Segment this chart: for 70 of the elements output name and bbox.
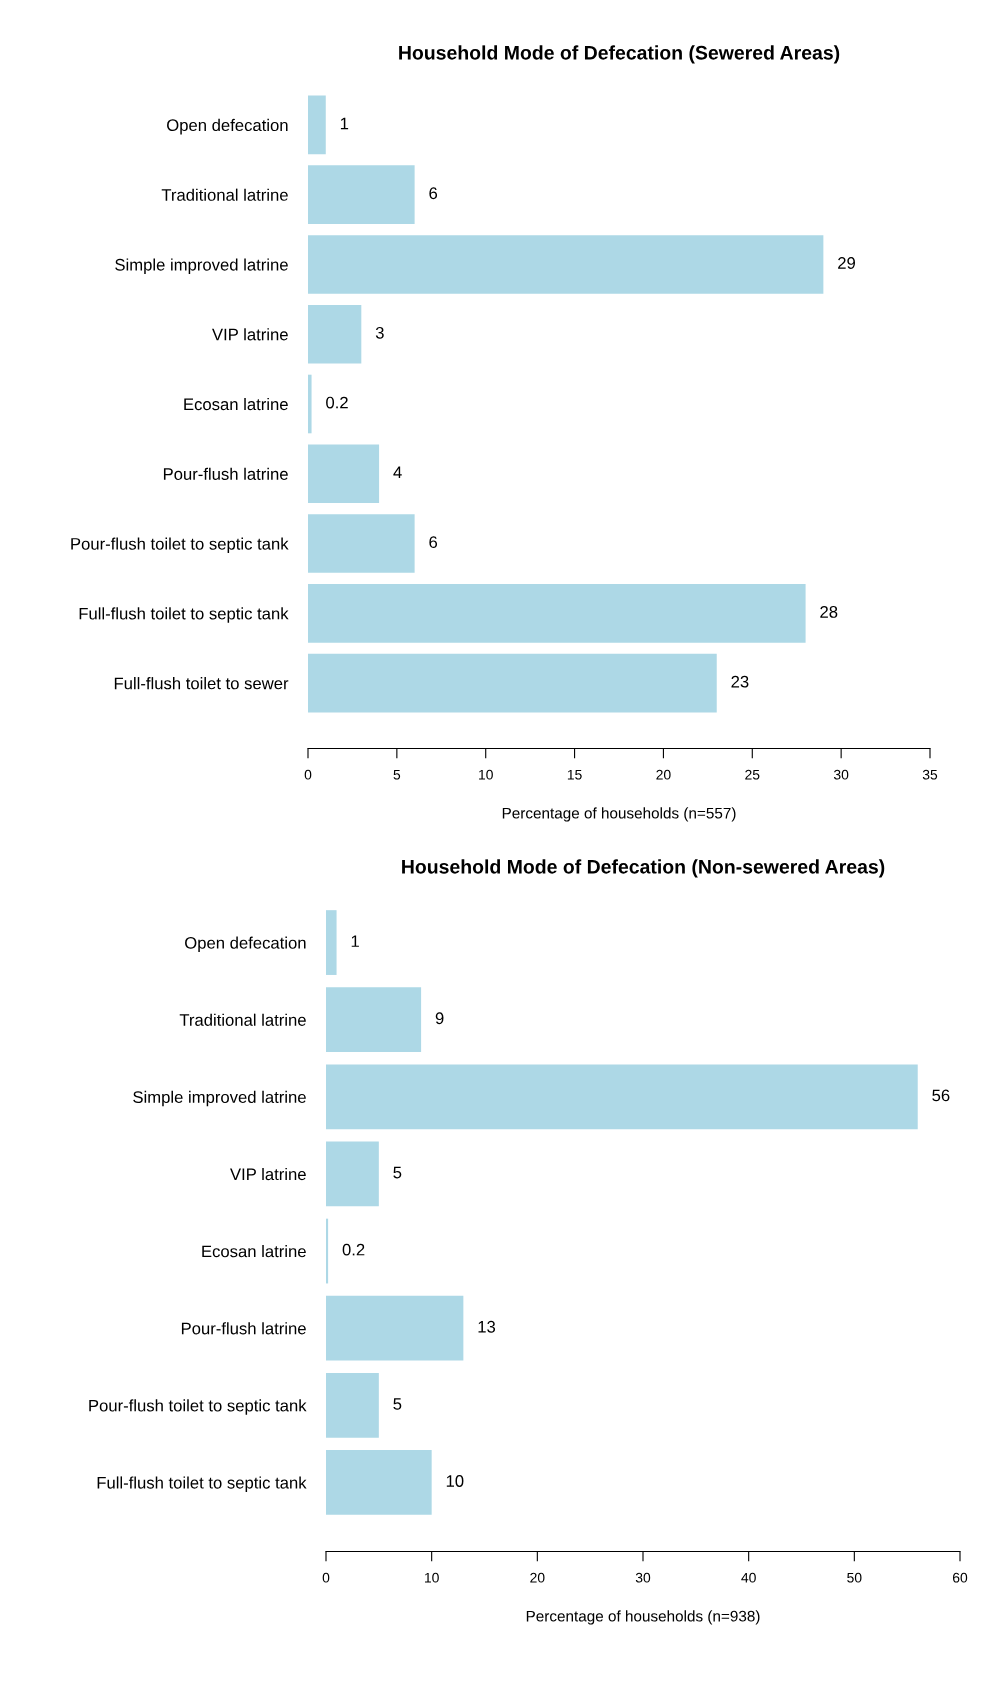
data-label: 1 — [351, 935, 359, 947]
x-tick-label: 15 — [567, 769, 582, 780]
data-label: 23 — [731, 675, 749, 688]
bar — [326, 987, 422, 1053]
data-label: 5 — [393, 1166, 402, 1179]
bar — [308, 444, 380, 504]
y-tick-label: Pour-flush latrine — [163, 467, 288, 480]
bar — [326, 1141, 379, 1207]
y-tick-label: Pour-flush toilet to septic tank — [89, 1399, 307, 1415]
x-tick-label: 50 — [847, 1572, 862, 1583]
data-label: 10 — [446, 1475, 464, 1487]
x-tick-label: 25 — [745, 769, 760, 780]
bar — [308, 165, 415, 224]
bar — [326, 1450, 432, 1515]
chart-title: Household Mode of Defecation (Non-sewered Areas) — [402, 859, 885, 878]
x-tick-label: 0 — [304, 769, 312, 780]
y-tick-label: Traditional latrine — [179, 1013, 306, 1026]
bar — [308, 584, 806, 643]
data-label: 0.2 — [342, 1243, 365, 1256]
y-tick-label: Full-flush toilet to sewer — [114, 677, 289, 690]
bar — [308, 374, 312, 434]
x-axis-title: Percentage of households (n=557) — [502, 807, 736, 822]
x-tick-label: 0 — [322, 1572, 330, 1583]
y-tick-label: Simple improved latrine — [115, 258, 288, 274]
y-tick-label: Traditional latrine — [161, 188, 288, 201]
x-axis-title: Percentage of households (n=938) — [526, 1610, 760, 1625]
x-tick-label: 30 — [833, 769, 849, 780]
data-label: 3 — [375, 326, 384, 339]
x-tick-label: 20 — [530, 1572, 545, 1583]
x-tick-label: 10 — [479, 769, 493, 780]
bar — [308, 514, 415, 573]
x-tick-label: 5 — [393, 769, 401, 780]
bar — [326, 1218, 329, 1284]
x-tick-label: 10 — [425, 1572, 439, 1583]
bar — [308, 304, 362, 364]
y-tick-label: Ecosan latrine — [184, 397, 288, 411]
data-label: 5 — [393, 1398, 402, 1410]
y-tick-label: Pour-flush toilet to septic tank — [71, 537, 289, 554]
data-label: 0.2 — [326, 396, 348, 409]
bar — [308, 653, 717, 713]
data-label: 1 — [340, 117, 349, 130]
y-tick-label: Simple improved latrine — [133, 1090, 306, 1107]
bar — [308, 235, 824, 294]
bar — [326, 910, 337, 975]
x-tick-label: 20 — [656, 769, 671, 780]
y-tick-label: Open defecation — [185, 936, 306, 953]
bar — [308, 95, 326, 155]
y-tick-label: Pour-flush latrine — [181, 1322, 306, 1335]
y-tick-label: VIP latrine — [212, 328, 288, 341]
y-tick-label: Full-flush toilet to septic tank — [79, 607, 289, 623]
y-tick-label: Full-flush toilet to septic tank — [97, 1476, 307, 1492]
bar — [326, 1064, 918, 1130]
x-tick-label: 60 — [952, 1572, 968, 1583]
chart-title: Household Mode of Defecation (Sewered Areas) — [399, 45, 840, 64]
data-label: 29 — [838, 257, 856, 269]
data-label: 6 — [429, 187, 438, 200]
data-label: 4 — [393, 466, 402, 479]
y-tick-label: Open defecation — [167, 118, 288, 135]
bar — [326, 1372, 379, 1438]
data-label: 56 — [932, 1089, 950, 1102]
y-tick-label: VIP latrine — [230, 1167, 306, 1181]
data-label: 9 — [435, 1012, 444, 1025]
data-label: 28 — [820, 606, 838, 618]
data-label: 6 — [429, 536, 438, 549]
data-label: 13 — [478, 1320, 496, 1333]
x-tick-label: 30 — [635, 1572, 651, 1583]
bar — [326, 1295, 464, 1361]
x-tick-label: 40 — [741, 1572, 756, 1583]
x-tick-label: 35 — [922, 769, 938, 780]
y-tick-label: Ecosan latrine — [202, 1245, 306, 1258]
